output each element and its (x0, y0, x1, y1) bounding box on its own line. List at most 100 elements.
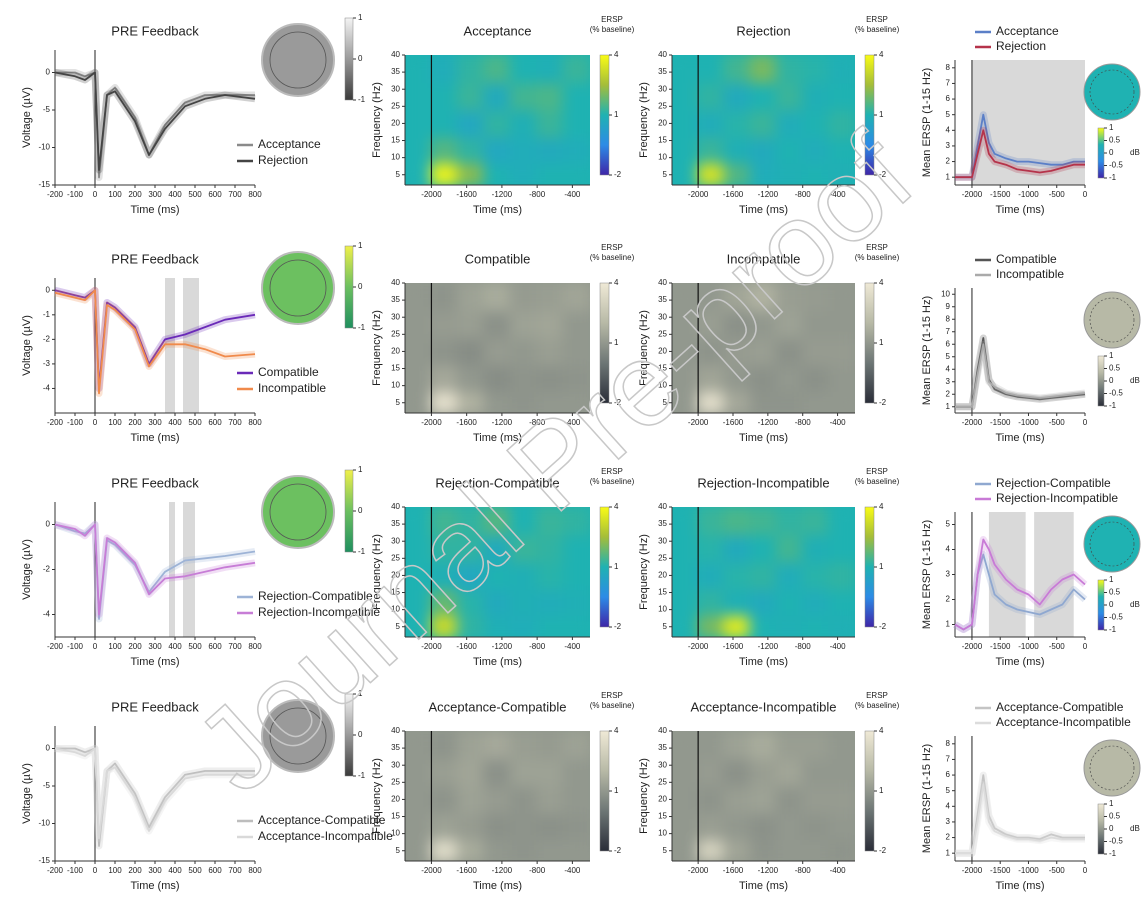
chart-title: PRE Feedback (111, 251, 199, 266)
topography (261, 23, 335, 97)
colorbar (599, 506, 610, 628)
heatmap-cell (827, 336, 855, 367)
colorbar (1097, 803, 1105, 855)
x-tick-label: -1200 (758, 418, 779, 427)
x-tick-label: 100 (108, 418, 122, 427)
y-tick-label: 20 (391, 347, 400, 356)
colorbar-tick-label: 0 (358, 54, 363, 63)
colorbar-tick-label: 1 (1109, 123, 1114, 132)
heatmap-cell (483, 136, 512, 164)
y-tick-label: 40 (391, 502, 400, 511)
heatmap-cell (723, 108, 752, 139)
heatmap-cell (749, 336, 778, 367)
colorbar-tick-label: 0 (1109, 824, 1114, 833)
chart-title: Acceptance-Compatible (428, 699, 566, 714)
x-tick-label: -1500 (990, 418, 1011, 427)
colorbar-tick-label: -1 (1109, 401, 1117, 410)
heatmap-cell (562, 731, 590, 760)
heatmap-cell (827, 389, 855, 413)
heatmap-cell (697, 837, 726, 861)
heatmap-cell (697, 161, 726, 185)
colorbar-tick-label: 0 (1109, 600, 1114, 609)
chart-title: Rejection-Compatible (435, 475, 559, 490)
heatmap-cell (672, 136, 700, 164)
heatmap-cell (827, 784, 855, 815)
heatmap-cell (509, 731, 539, 760)
heatmap-cells (405, 731, 590, 861)
colorbar-unit: dB (1130, 824, 1140, 833)
heatmap-cell (749, 108, 778, 139)
heatmap-cell (430, 837, 459, 861)
heatmap-cell (509, 283, 539, 312)
heatmap-cell (456, 731, 486, 760)
y-tick-label: 30 (391, 312, 400, 321)
x-tick-label: -400 (830, 642, 847, 651)
heatmap-cell (723, 613, 752, 637)
legend-label: Incompatible (996, 267, 1064, 281)
heatmap-cell (509, 364, 539, 392)
heatmap-cell (775, 389, 804, 413)
legend-label: Acceptance (258, 137, 321, 151)
y-tick-label: 5 (663, 170, 668, 179)
heatmap-cell (562, 336, 590, 367)
x-tick-label: -2000 (962, 642, 983, 651)
y-tick-label: 10 (391, 829, 400, 838)
heatmap-cell (723, 336, 752, 367)
y-tick-label: 30 (658, 312, 667, 321)
heatmap-cell (562, 533, 590, 563)
heatmap-cell (775, 336, 804, 367)
chart-title: PRE Feedback (111, 475, 199, 490)
y-axis-label: Mean ERSP (1-15 Hz) (921, 520, 933, 629)
heatmap-cell (672, 588, 700, 616)
heatmap-cell (509, 613, 539, 637)
heatmap-cell (456, 613, 486, 637)
x-tick-label: -800 (795, 866, 812, 875)
x-tick-label: 0 (1083, 190, 1088, 199)
heatmap-cell (749, 533, 778, 563)
heatmap-cell (509, 55, 539, 84)
x-axis-label: Time (ms) (739, 432, 788, 444)
heatmap-cells (672, 55, 855, 185)
y-axis-label: Frequency (Hz) (371, 534, 383, 610)
y-tick-label: 5 (663, 622, 668, 631)
colorbar-label: (% baseline) (590, 253, 635, 262)
x-tick-label: -2000 (962, 418, 983, 427)
y-tick-label: 15 (391, 812, 400, 821)
heatmap-cell (405, 613, 433, 637)
heatmap-cell (801, 336, 830, 367)
heatmap-cell (430, 757, 459, 787)
colorbar-label: (% baseline) (855, 253, 900, 262)
y-tick-label: -2 (43, 334, 51, 343)
heatmap-cell (801, 613, 830, 637)
x-tick-label: 400 (168, 642, 182, 651)
colorbar (599, 54, 610, 176)
legend-label: Incompatible (258, 381, 326, 395)
heatmap-cell (723, 283, 752, 312)
colorbar (1097, 579, 1105, 631)
heatmap-cell (509, 588, 539, 616)
heatmap-cell (697, 309, 726, 339)
colorbar-unit: dB (1130, 148, 1140, 157)
heatmap-cell (430, 108, 459, 139)
y-tick-label: -4 (43, 610, 51, 619)
y-tick-label: 15 (658, 364, 667, 373)
y-tick-label: 8 (946, 63, 951, 72)
heatmap-grid (672, 283, 855, 413)
y-tick-label: 5 (396, 170, 401, 179)
x-tick-label: 500 (188, 190, 202, 199)
heatmap-cell (456, 389, 486, 413)
x-tick-label: 0 (93, 642, 98, 651)
y-tick-label: 15 (391, 364, 400, 373)
heatmap-cell (697, 336, 726, 367)
y-tick-label: 30 (391, 760, 400, 769)
y-tick-label: 15 (391, 136, 400, 145)
heatmap-cell (672, 108, 700, 139)
y-tick-label: 35 (391, 67, 400, 76)
heatmap-cell (483, 507, 512, 536)
y-tick-label: 5 (663, 846, 668, 855)
y-tick-label: -3 (43, 359, 51, 368)
series-line (55, 71, 255, 179)
y-axis-label: Frequency (Hz) (638, 310, 650, 386)
heatmap-cell (405, 533, 433, 563)
